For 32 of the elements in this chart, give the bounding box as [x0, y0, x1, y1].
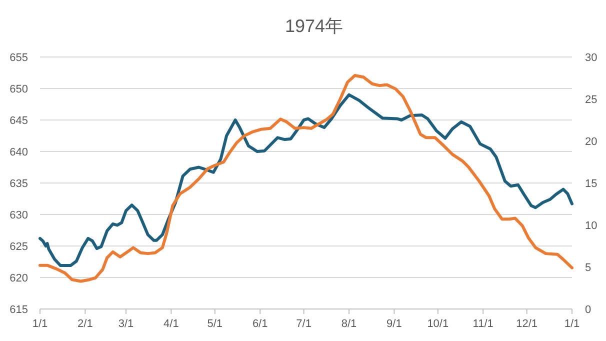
y2-tick-label: 10: [585, 220, 598, 232]
y2-tick-label: 15: [585, 178, 598, 190]
x-tick-label: 7/1: [296, 318, 312, 330]
x-tick-label: 4/1: [164, 318, 179, 330]
x-tick-label: 1/1: [564, 318, 580, 330]
y-tick-label: 650: [10, 84, 28, 96]
x-tick-label: 9/1: [386, 318, 402, 330]
y2-tick-label: 25: [585, 94, 598, 106]
line-series: [38, 74, 574, 283]
y-tick-label: 640: [10, 146, 28, 158]
x-tick-label: 10/1: [427, 318, 449, 330]
y2-tick-label: 0: [585, 304, 592, 316]
y-tick-label: 625: [10, 241, 28, 253]
x-tick-label: 5/1: [207, 318, 223, 330]
x-tick-label: 6/1: [252, 318, 268, 330]
x-tick-label: 11/1: [472, 318, 494, 330]
y-tick-label: 620: [10, 272, 28, 284]
chart-title: 1974年: [284, 16, 344, 36]
y2-tick-label: 20: [585, 136, 598, 148]
x-tick-label: 2/1: [78, 318, 93, 330]
x-tick-label: 3/1: [118, 318, 134, 330]
line-series: [38, 93, 574, 268]
x-tick-label: 12/1: [516, 318, 538, 330]
y-tick-label: 655: [10, 52, 28, 64]
x-tick-label: 8/1: [341, 318, 357, 330]
y2-tick-label: 30: [585, 52, 598, 64]
y2-tick-label: 5: [585, 262, 592, 274]
y-tick-label: 635: [10, 178, 28, 190]
x-tick-label: 1/1: [32, 318, 48, 330]
y-tick-label: 615: [10, 304, 28, 316]
y-tick-label: 630: [10, 210, 28, 222]
y-tick-label: 645: [10, 115, 28, 127]
